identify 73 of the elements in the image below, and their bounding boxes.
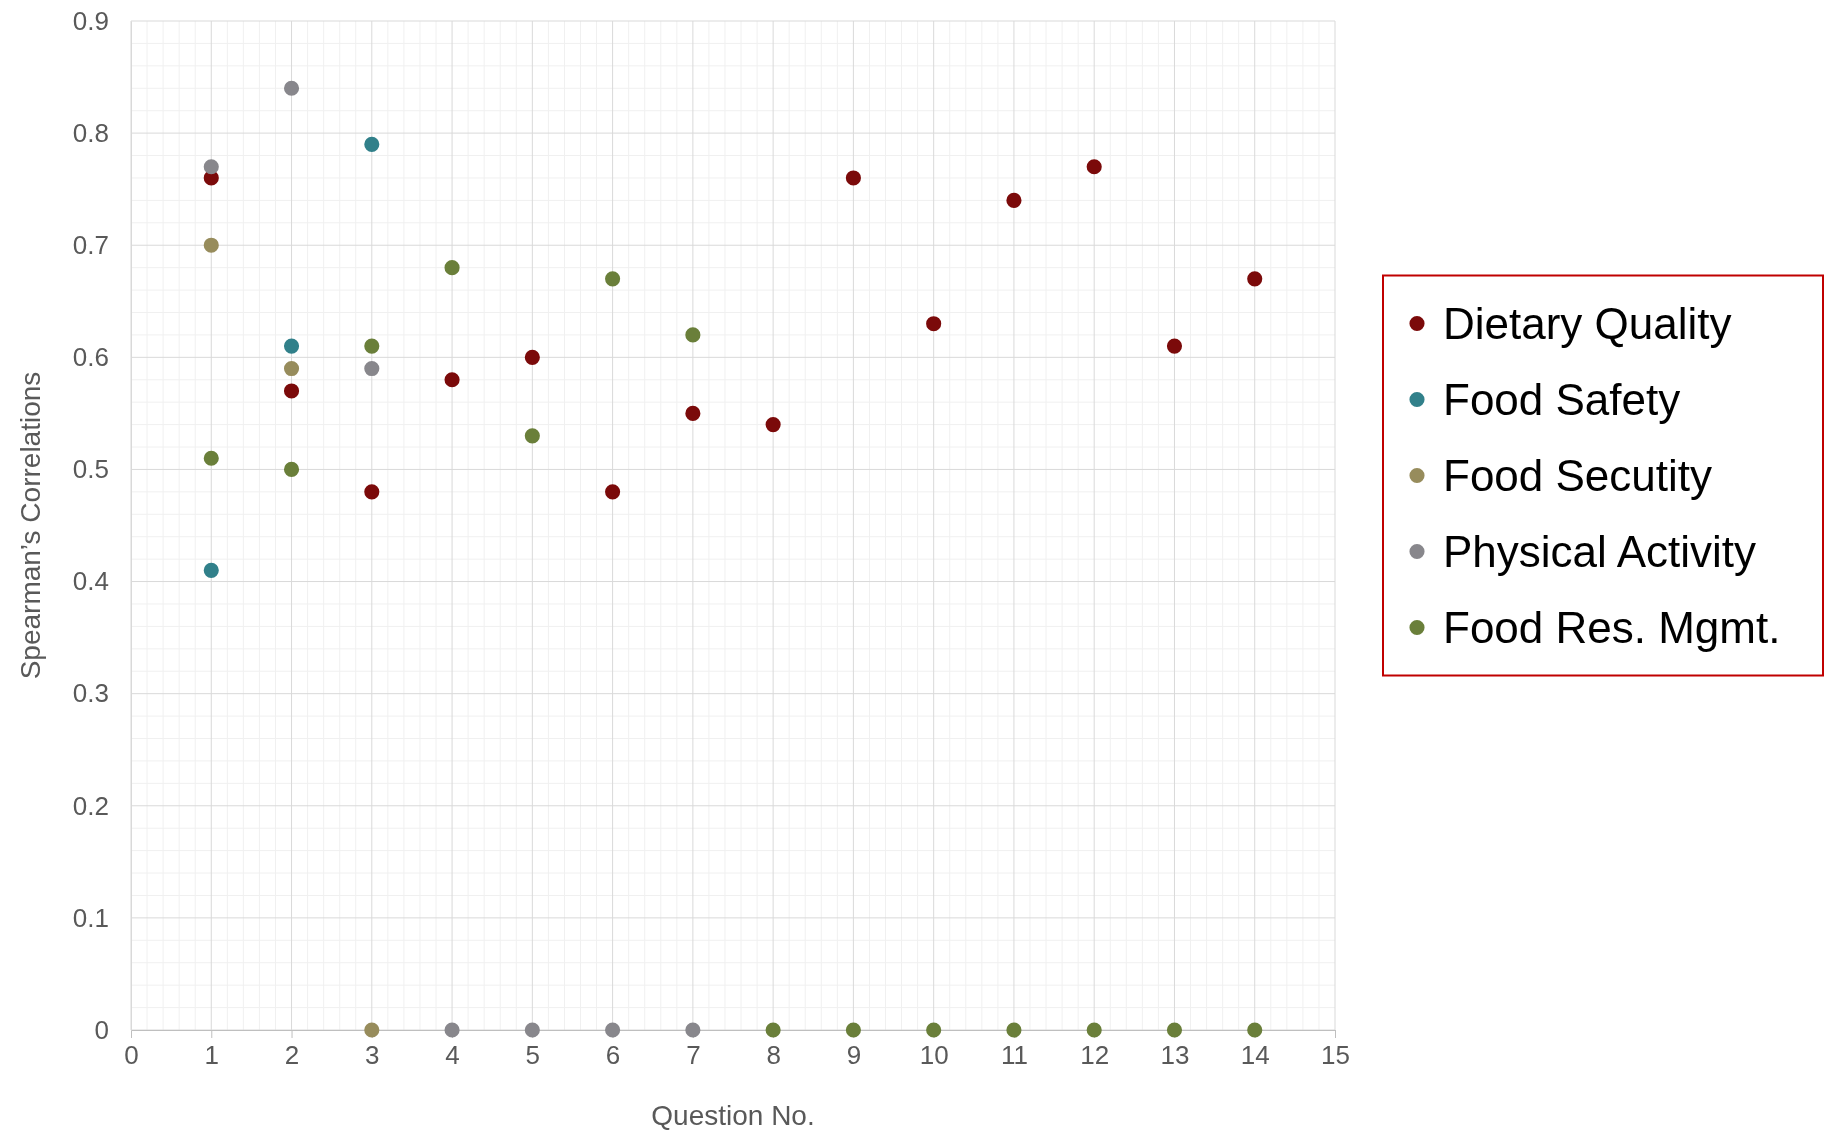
y-tick-label: 0.8 (72, 117, 109, 148)
x-tick-label: 2 (284, 1040, 300, 1071)
x-axis-title: Question No. (651, 1100, 815, 1131)
point (1006, 192, 1022, 208)
point (605, 484, 621, 500)
point (1166, 338, 1183, 354)
point (444, 1022, 460, 1038)
x-tick-label: 8 (766, 1040, 781, 1071)
y-tick-label: 0.1 (72, 902, 109, 933)
point (1247, 271, 1263, 287)
y-tick-label: 0.9 (72, 5, 109, 36)
point (685, 1022, 701, 1038)
point (685, 327, 701, 343)
x-tick-label: 10 (919, 1040, 949, 1071)
point (364, 484, 380, 500)
x-tick-label: 6 (605, 1040, 621, 1071)
point (444, 260, 460, 276)
x-tick-label: 12 (1080, 1040, 1110, 1071)
point (926, 316, 942, 332)
legend-label: Food Res. Mgmt. (1443, 602, 1781, 652)
x-tick-label: 11 (1000, 1040, 1028, 1071)
point (926, 1022, 942, 1038)
y-tick-label: 0.7 (72, 230, 109, 261)
y-tick-label: 0.6 (72, 342, 109, 373)
point (605, 271, 621, 287)
point (765, 1022, 781, 1038)
point (283, 383, 300, 399)
legend-label: Food Safety (1443, 374, 1681, 424)
x-tick-label: 5 (525, 1040, 541, 1071)
legend-label: Physical Activity (1443, 526, 1756, 576)
point (203, 159, 219, 175)
point (524, 1022, 540, 1038)
y-axis-title: Spearman’s Correlations (15, 371, 46, 680)
point (364, 338, 380, 354)
y-tick-label: 0 (94, 1014, 109, 1045)
point (1086, 1022, 1102, 1038)
y-tick-label: 0.5 (72, 454, 109, 485)
legend-label: Dietary Quality (1443, 298, 1732, 348)
x-tick-label: 14 (1240, 1040, 1270, 1071)
x-tick-label: 0 (124, 1040, 139, 1071)
y-tick-label: 0.2 (72, 790, 109, 821)
point (283, 360, 300, 377)
point (1166, 1022, 1183, 1038)
x-tick-label: 13 (1160, 1040, 1190, 1071)
point (845, 170, 861, 186)
x-tick-label: 4 (445, 1040, 460, 1071)
point (364, 360, 380, 377)
point (364, 1022, 380, 1038)
x-tick-label: 3 (365, 1040, 380, 1071)
point (1247, 1022, 1263, 1038)
point (203, 450, 219, 466)
point (203, 237, 219, 253)
point (1086, 159, 1102, 175)
point (364, 136, 380, 152)
point (444, 372, 460, 388)
point (283, 461, 300, 477)
point (203, 562, 219, 578)
point (765, 417, 781, 433)
point (1006, 1022, 1022, 1038)
point (605, 1022, 621, 1038)
x-tick-label: 9 (846, 1040, 862, 1071)
point (524, 428, 540, 444)
point (845, 1022, 861, 1038)
x-tick-label: 7 (686, 1040, 701, 1071)
point (283, 338, 300, 354)
x-tick-label: 15 (1321, 1040, 1350, 1071)
y-tick-label: 0.3 (72, 678, 109, 709)
point (524, 349, 540, 365)
y-tick-label: 0.4 (72, 566, 109, 597)
x-tick-label: 1 (204, 1040, 219, 1071)
point (685, 405, 701, 421)
point (283, 80, 300, 96)
legend-label: Food Secutity (1443, 450, 1713, 500)
